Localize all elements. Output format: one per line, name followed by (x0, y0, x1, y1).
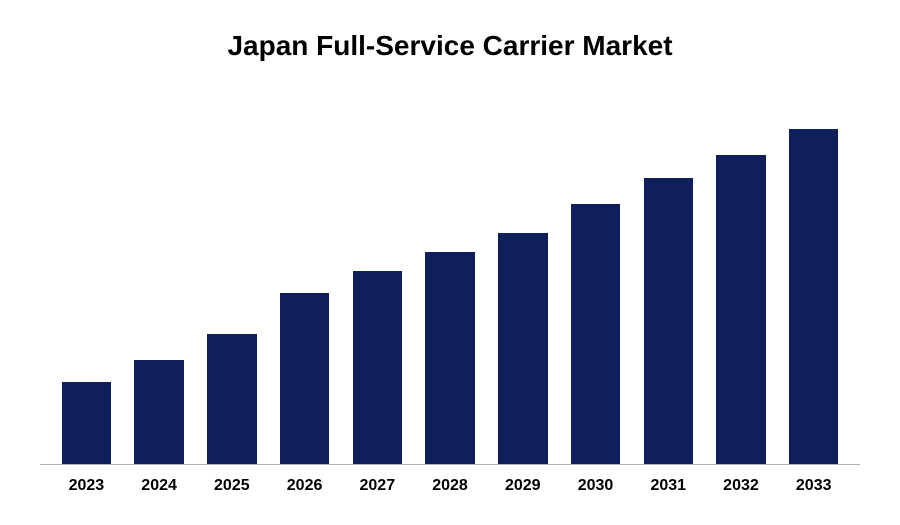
bar-wrapper (705, 92, 778, 464)
bar-2025 (207, 334, 256, 464)
bar-2033 (789, 129, 838, 464)
bar-2031 (644, 178, 693, 464)
bar-wrapper (559, 92, 632, 464)
bar-2030 (571, 204, 620, 464)
bar-wrapper (123, 92, 196, 464)
x-label: 2023 (50, 477, 123, 495)
x-label: 2028 (414, 477, 487, 495)
x-label: 2025 (195, 477, 268, 495)
bar-wrapper (341, 92, 414, 464)
bar-2028 (425, 252, 474, 464)
x-label: 2027 (341, 477, 414, 495)
bar-wrapper (777, 92, 850, 464)
chart-title: Japan Full-Service Carrier Market (40, 30, 860, 62)
x-label: 2030 (559, 477, 632, 495)
bar-wrapper (268, 92, 341, 464)
x-label: 2026 (268, 477, 341, 495)
bar-wrapper (632, 92, 705, 464)
x-label: 2024 (123, 477, 196, 495)
bar-2029 (498, 233, 547, 464)
x-label: 2032 (705, 477, 778, 495)
bar-2026 (280, 293, 329, 464)
x-label: 2029 (486, 477, 559, 495)
bar-2024 (134, 360, 183, 464)
bar-2027 (353, 271, 402, 464)
x-axis: 2023 2024 2025 2026 2027 2028 2029 2030 … (40, 465, 860, 495)
bar-2032 (716, 155, 765, 464)
bar-wrapper (50, 92, 123, 464)
bar-wrapper (195, 92, 268, 464)
bar-wrapper (414, 92, 487, 464)
x-label: 2031 (632, 477, 705, 495)
bar-2023 (62, 382, 111, 464)
bar-wrapper (486, 92, 559, 464)
x-label: 2033 (777, 477, 850, 495)
chart-area (40, 92, 860, 465)
chart-container: 2023 2024 2025 2026 2027 2028 2029 2030 … (40, 92, 860, 495)
